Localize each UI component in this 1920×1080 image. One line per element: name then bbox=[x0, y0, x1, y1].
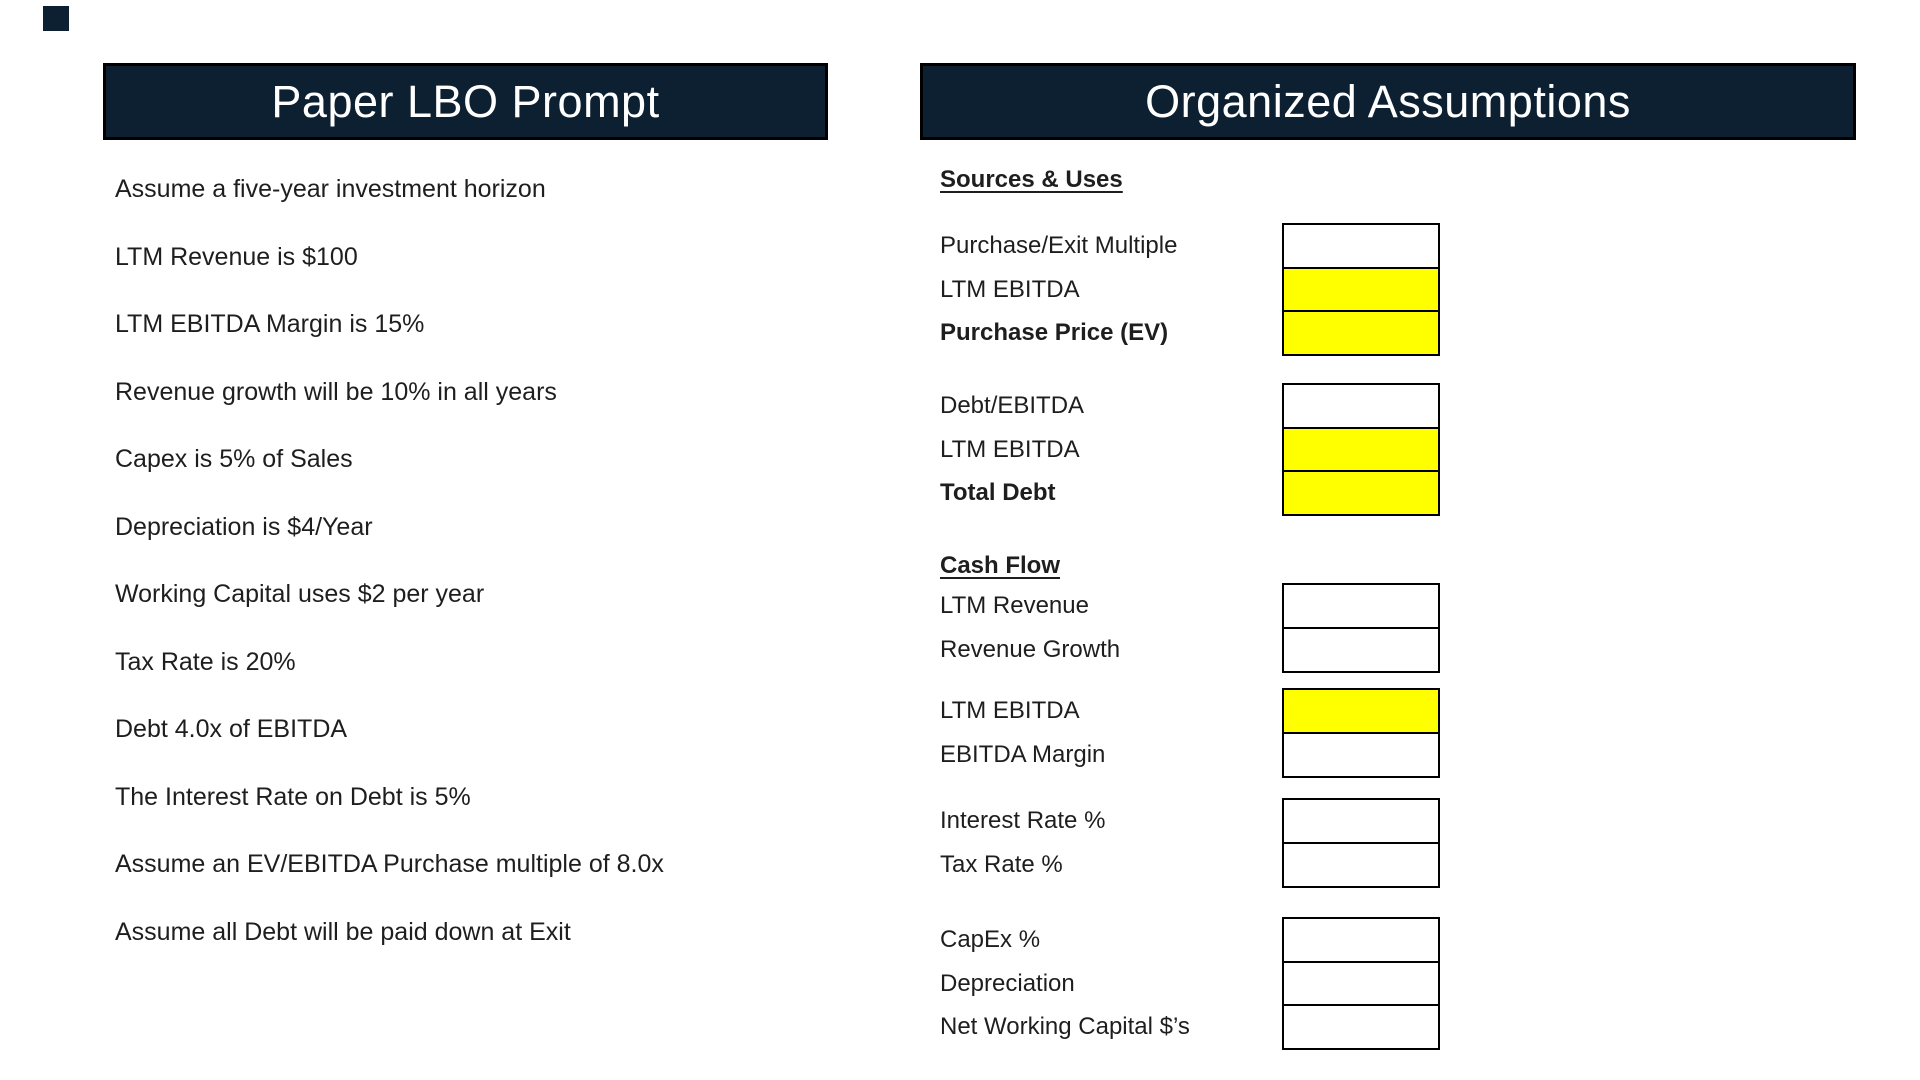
label-capex: CapEx % bbox=[940, 926, 1041, 953]
cell-debt-ebitda[interactable] bbox=[1282, 383, 1440, 429]
label-revenue-growth: Revenue Growth bbox=[940, 635, 1121, 663]
prompt-item-ebitda-margin: LTM EBITDA Margin is 15% bbox=[115, 310, 425, 339]
prompt-item-debt-multiple: Debt 4.0x of EBITDA bbox=[115, 715, 348, 744]
logo-mark bbox=[43, 6, 69, 31]
label-ebitda-margin: EBITDA Margin bbox=[940, 740, 1106, 768]
label-ltm-ebitda-debt: LTM EBITDA bbox=[940, 435, 1080, 463]
prompt-item-purchase-multiple: Assume an EV/EBITDA Purchase multiple of… bbox=[115, 850, 664, 879]
label-net-working-capital: Net Working Capital $’s bbox=[940, 1013, 1190, 1040]
group-rates: Interest Rate % Tax Rate % bbox=[940, 798, 1440, 888]
assumption-row: LTM EBITDA bbox=[940, 266, 1440, 313]
assumption-row: Depreciation bbox=[940, 960, 1440, 1007]
prompt-item-ltm-revenue: LTM Revenue is $100 bbox=[115, 242, 358, 271]
assumption-row: Interest Rate % bbox=[940, 798, 1440, 844]
prompt-item-working-capital: Working Capital uses $2 per year bbox=[115, 580, 485, 609]
prompt-item-investment-horizon: Assume a five-year investment horizon bbox=[115, 175, 546, 204]
prompt-item-capex: Capex is 5% of Sales bbox=[115, 445, 353, 474]
label-total-debt: Total Debt bbox=[940, 479, 1056, 506]
cell-depreciation[interactable] bbox=[1282, 960, 1440, 1007]
assumption-row: LTM EBITDA bbox=[940, 426, 1440, 473]
cell-interest-rate[interactable] bbox=[1282, 798, 1440, 844]
assumption-row: Tax Rate % bbox=[940, 841, 1440, 888]
prompt-item-debt-paydown: Assume all Debt will be paid down at Exi… bbox=[115, 917, 571, 946]
assumption-row: Purchase/Exit Multiple bbox=[940, 223, 1440, 269]
cell-purchase-price-ev[interactable] bbox=[1282, 310, 1440, 356]
prompt-item-revenue-growth: Revenue growth will be 10% in all years bbox=[115, 377, 557, 406]
section-heading-cash-flow: Cash Flow bbox=[940, 552, 1061, 579]
cell-net-working-capital[interactable] bbox=[1282, 1004, 1440, 1050]
label-depreciation: Depreciation bbox=[940, 969, 1075, 997]
assumption-row: EBITDA Margin bbox=[940, 731, 1440, 778]
label-debt-ebitda: Debt/EBITDA bbox=[940, 392, 1085, 419]
section-heading-sources-uses: Sources & Uses bbox=[940, 166, 1123, 193]
prompt-item-interest-rate: The Interest Rate on Debt is 5% bbox=[115, 782, 471, 811]
cell-ebitda-margin[interactable] bbox=[1282, 731, 1440, 778]
cell-ltm-ebitda-debt[interactable] bbox=[1282, 426, 1440, 473]
label-interest-rate: Interest Rate % bbox=[940, 807, 1106, 834]
right-panel-header: Organized Assumptions bbox=[920, 63, 1856, 140]
cell-ltm-ebitda-cashflow[interactable] bbox=[1282, 688, 1440, 734]
cell-revenue-growth[interactable] bbox=[1282, 626, 1440, 673]
assumption-row: LTM EBITDA bbox=[940, 688, 1440, 734]
assumption-row: Revenue Growth bbox=[940, 626, 1440, 673]
assumption-row: CapEx % bbox=[940, 917, 1440, 963]
cell-capex[interactable] bbox=[1282, 917, 1440, 963]
cell-ltm-ebitda-sources[interactable] bbox=[1282, 266, 1440, 313]
label-purchase-exit-multiple: Purchase/Exit Multiple bbox=[940, 232, 1178, 259]
assumption-row: LTM Revenue bbox=[940, 583, 1440, 629]
cell-ltm-revenue[interactable] bbox=[1282, 583, 1440, 629]
group-purchase-price: Purchase/Exit Multiple LTM EBITDA Purcha… bbox=[940, 223, 1440, 356]
right-panel-title: Organized Assumptions bbox=[1145, 75, 1631, 127]
prompt-item-tax-rate: Tax Rate is 20% bbox=[115, 647, 296, 676]
assumption-row: Purchase Price (EV) bbox=[940, 310, 1440, 356]
label-tax-rate: Tax Rate % bbox=[940, 850, 1063, 878]
group-total-debt: Debt/EBITDA LTM EBITDA Total Debt bbox=[940, 383, 1440, 516]
cell-tax-rate[interactable] bbox=[1282, 841, 1440, 888]
label-ltm-ebitda-cashflow: LTM EBITDA bbox=[940, 697, 1080, 724]
group-capex-depreciation-nwc: CapEx % Depreciation Net Working Capital… bbox=[940, 917, 1440, 1050]
label-ltm-ebitda-sources: LTM EBITDA bbox=[940, 275, 1080, 303]
label-ltm-revenue: LTM Revenue bbox=[940, 592, 1089, 619]
group-ebitda: LTM EBITDA EBITDA Margin bbox=[940, 688, 1440, 778]
assumption-row: Total Debt bbox=[940, 470, 1440, 516]
prompt-item-depreciation: Depreciation is $4/Year bbox=[115, 512, 373, 541]
left-panel-header: Paper LBO Prompt bbox=[103, 63, 828, 140]
assumption-row: Debt/EBITDA bbox=[940, 383, 1440, 429]
assumption-row: Net Working Capital $’s bbox=[940, 1004, 1440, 1050]
group-revenue: LTM Revenue Revenue Growth bbox=[940, 583, 1440, 673]
label-purchase-price-ev: Purchase Price (EV) bbox=[940, 319, 1169, 346]
left-panel-title: Paper LBO Prompt bbox=[271, 75, 660, 127]
prompt-list: Assume a five-year investment horizon LT… bbox=[115, 156, 664, 966]
cell-total-debt[interactable] bbox=[1282, 470, 1440, 516]
cell-purchase-exit-multiple[interactable] bbox=[1282, 223, 1440, 269]
